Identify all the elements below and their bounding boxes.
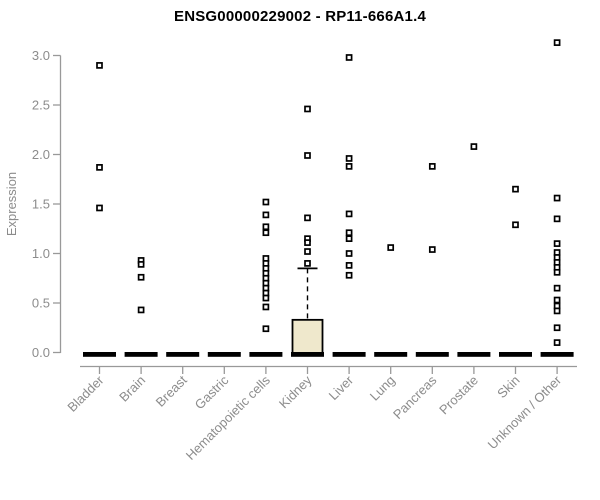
y-tick-label: 2.5	[32, 98, 50, 113]
data-point	[96, 164, 103, 171]
data-point	[96, 204, 103, 212]
median-bar	[415, 352, 449, 357]
x-tick-label: Gastric	[192, 372, 232, 412]
data-point	[512, 185, 519, 193]
data-point	[304, 214, 311, 222]
data-point	[345, 54, 353, 61]
x-tick-label: Unknown / Other	[485, 372, 565, 452]
data-point	[262, 325, 270, 333]
y-tick-label: 3.0	[32, 48, 50, 63]
data-point	[553, 324, 561, 332]
data-point	[304, 260, 311, 267]
data-point	[345, 235, 353, 242]
data-point	[262, 198, 270, 206]
y-tick-label: 0.5	[32, 296, 50, 311]
data-point	[553, 284, 561, 292]
data-point	[262, 294, 270, 302]
data-point	[304, 152, 311, 159]
data-point	[345, 155, 353, 162]
data-point	[470, 143, 478, 150]
data-point	[428, 246, 436, 253]
median-bar	[249, 352, 283, 357]
x-tick-label: Kidney	[276, 372, 315, 411]
data-point	[262, 229, 270, 237]
x-tick-label: Bladder	[64, 372, 107, 415]
x-tick-label: Skin	[494, 373, 522, 401]
x-tick-label: Lung	[367, 373, 398, 404]
data-point	[96, 62, 103, 69]
y-tick-label: 1.0	[32, 246, 50, 261]
x-tick-label: Brain	[116, 373, 148, 405]
data-point	[137, 261, 145, 268]
data-point	[304, 105, 311, 113]
y-tick-label: 1.5	[32, 197, 50, 212]
median-bar	[499, 352, 532, 357]
data-point	[553, 296, 561, 304]
x-tick-label: Prostate	[436, 373, 481, 418]
median-bar	[124, 352, 158, 357]
data-point	[553, 268, 561, 276]
x-tick-label: Liver	[326, 372, 357, 403]
data-point	[553, 240, 561, 247]
data-point	[345, 271, 353, 279]
x-tick-label: Pancreas	[390, 372, 440, 422]
median-bar	[291, 352, 324, 357]
data-point	[553, 39, 561, 46]
y-tick-label: 0.0	[32, 345, 50, 360]
data-point	[345, 262, 353, 269]
data-point	[262, 303, 270, 311]
data-point	[262, 223, 270, 231]
data-point	[553, 339, 561, 346]
y-axis-title: Expression	[4, 172, 19, 236]
data-point	[304, 239, 311, 246]
data-point	[553, 194, 561, 202]
x-tick-label: Breast	[153, 372, 190, 409]
median-bar	[374, 352, 408, 357]
data-point	[345, 250, 353, 257]
data-point	[345, 229, 353, 237]
data-point	[512, 221, 519, 229]
median-bar	[207, 352, 241, 357]
median-bar	[83, 352, 116, 357]
median-bar	[457, 352, 491, 357]
data-point	[345, 210, 353, 218]
data-point	[304, 248, 311, 255]
data-point	[137, 306, 145, 314]
chart-title: ENSG00000229002 - RP11-666A1.4	[173, 8, 426, 25]
data-point	[428, 163, 436, 170]
median-bar	[540, 352, 574, 357]
data-point	[387, 244, 395, 251]
median-bar	[332, 352, 366, 357]
data-point	[553, 215, 561, 223]
kidney-box	[291, 318, 324, 356]
data-point	[137, 273, 145, 281]
y-tick-label: 2.0	[32, 147, 50, 162]
data-point	[262, 211, 270, 219]
data-point	[345, 163, 353, 170]
data-point	[553, 307, 561, 315]
median-bar	[166, 352, 200, 357]
